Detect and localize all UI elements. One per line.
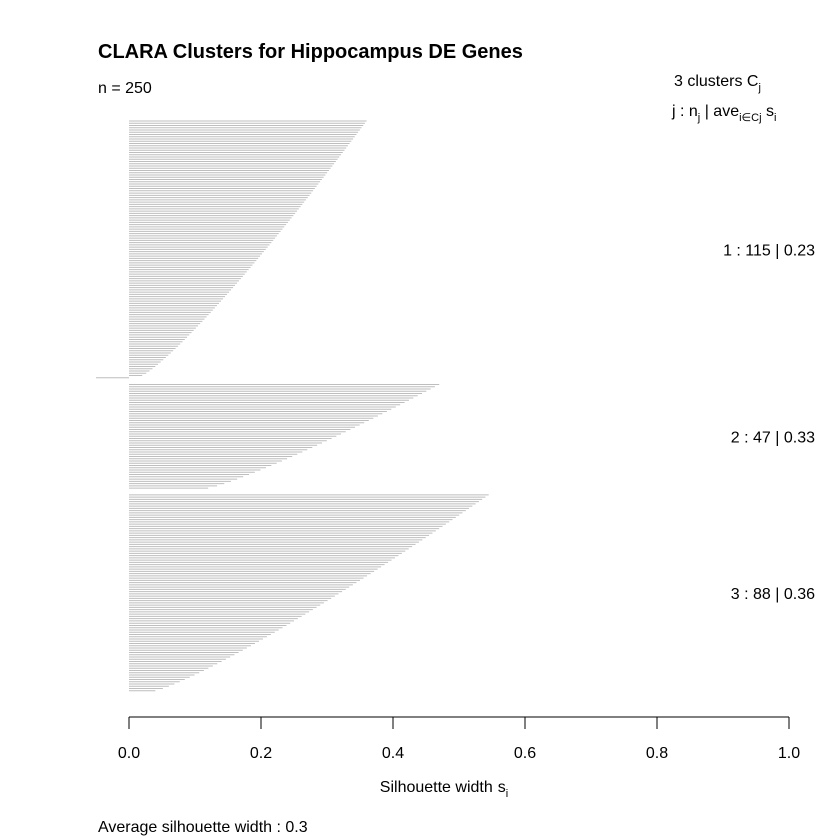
x-axis-label-text: Silhouette width: [380, 779, 493, 796]
x-axis-label-sub: i: [506, 788, 508, 800]
cluster-summary-label: 3 : 88 | 0.36: [731, 586, 815, 603]
cluster-summary-label: 2 : 47 | 0.33: [731, 429, 815, 446]
x-tick-label: 1.0: [778, 745, 800, 762]
cluster-summary-label: 1 : 115 | 0.23: [723, 242, 815, 259]
x-tick-label: 0.4: [382, 745, 404, 762]
silhouette-bars: [96, 120, 489, 692]
n-label: n = 250: [98, 80, 152, 97]
legend-cluster-count: 3 clusters Cj: [674, 73, 761, 94]
x-axis-ticks: 0.0 0.2 0.4 0.6 0.8 1.0: [118, 717, 800, 762]
chart-title: CLARA Clusters for Hippocampus DE Genes: [98, 41, 523, 63]
cluster-summaries: 1 : 115 | 0.23 2 : 47 | 0.33 3 : 88 | 0.36: [723, 242, 815, 602]
x-tick-label: 0.2: [250, 745, 272, 762]
footer-average-width: Average silhouette width : 0.3: [98, 819, 308, 836]
legend-header-c: s: [762, 103, 774, 120]
x-tick-label: 0.0: [118, 745, 140, 762]
legend-column-header: j : nj | avei∈Cj si: [671, 103, 776, 124]
legend-header-a-sub: j: [697, 112, 700, 124]
legend-cluster-count-text: 3 clusters C: [674, 73, 758, 90]
legend-header-b: | ave: [700, 103, 739, 120]
x-axis-label-var: s: [498, 779, 506, 796]
legend-header-a: j : n: [671, 103, 698, 120]
legend-cluster-count-sub: j: [757, 82, 760, 94]
x-axis-label: Silhouette width si: [380, 779, 508, 800]
legend-header-b-sub: i∈Cj: [739, 112, 761, 124]
x-tick-label: 0.8: [646, 745, 668, 762]
legend-header-c-sub: i: [774, 112, 776, 124]
x-tick-label: 0.6: [514, 745, 536, 762]
